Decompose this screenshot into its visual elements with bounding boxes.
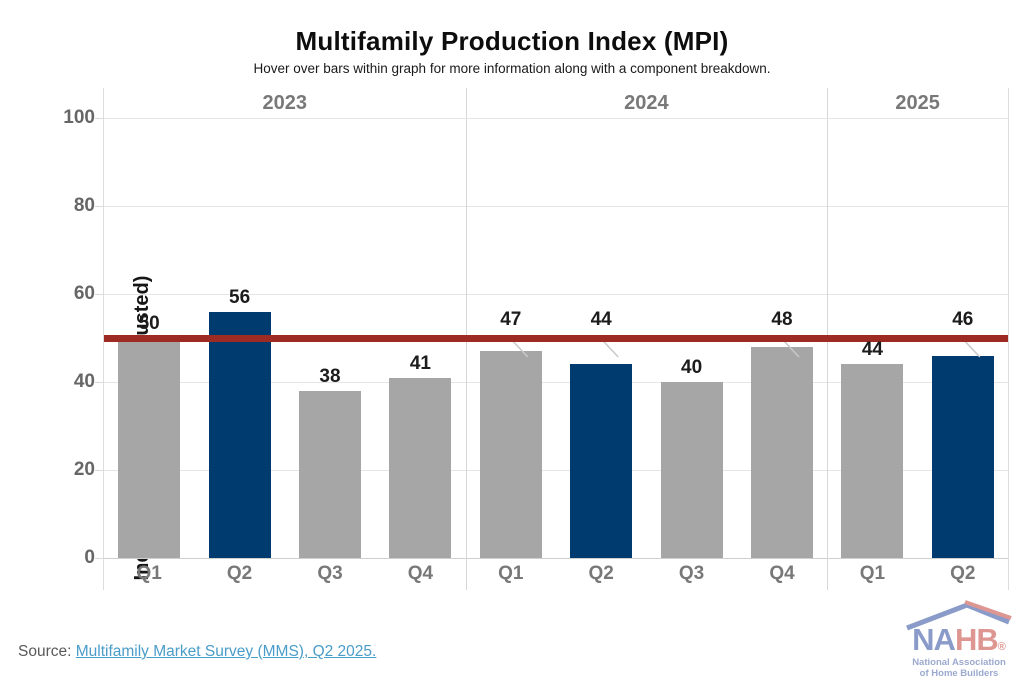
bar-value-label-2024-Q1: 47 <box>500 309 522 330</box>
y-tickmark-20 <box>95 470 103 471</box>
source-line: Source: Multifamily Market Survey (MMS),… <box>18 643 376 661</box>
y-tickmark-0 <box>95 558 103 559</box>
bar-value-label-2024-Q3: 40 <box>681 357 703 378</box>
year-header-2025: 2025 <box>895 92 940 114</box>
bar-2025-Q1[interactable] <box>841 364 904 558</box>
y-tickmark-80 <box>95 206 103 207</box>
bar-2023-Q2[interactable] <box>208 311 271 558</box>
bar-value-label-2025-Q1: 44 <box>861 339 883 361</box>
x-tick-label-2023-Q4: Q4 <box>407 563 434 584</box>
x-tick-label-2024-Q2: Q2 <box>588 563 614 584</box>
bar-value-label-2024-Q4: 48 <box>771 309 793 330</box>
bar-2024-Q4[interactable] <box>751 346 813 558</box>
gridline-80 <box>104 206 1008 207</box>
gridline-40 <box>104 382 1008 383</box>
year-header-2023: 2023 <box>262 92 308 114</box>
plot-area: Index (Not Seasonally Adjusted) 02040608… <box>63 88 1009 590</box>
bar-value-label-2023-Q3: 38 <box>319 365 341 387</box>
bar-value-label-2025-Q2: 46 <box>952 309 974 330</box>
nahb-tagline-line2: of Home Builders <box>919 667 999 679</box>
bar-value-label-2024-Q2: 44 <box>590 309 612 330</box>
y-tickmark-40 <box>95 382 103 383</box>
reference-line-50 <box>104 335 1008 342</box>
x-tick-label-2024-Q1: Q1 <box>498 563 524 584</box>
source-link[interactable]: Multifamily Market Survey (MMS), Q2 2025… <box>75 643 377 660</box>
x-tick-label-2024-Q3: Q3 <box>678 563 705 584</box>
x-tick-label-2023-Q3: Q3 <box>317 563 343 584</box>
y-tick-label-40: 40 <box>73 371 95 392</box>
bar-value-label-2023-Q2: 56 <box>229 286 251 308</box>
y-tick-label-80: 80 <box>73 195 95 216</box>
nahb-wordmark-hb: HB <box>954 622 999 657</box>
bar-2025-Q2[interactable] <box>931 355 994 558</box>
nahb-roof-icon <box>906 600 1012 631</box>
x-tick-label-2023-Q2: Q2 <box>226 563 253 584</box>
year-header-2024: 2024 <box>624 92 669 114</box>
y-tick-label-20: 20 <box>73 459 95 480</box>
x-tick-label-2025-Q2: Q2 <box>950 563 976 584</box>
bar-2024-Q2[interactable] <box>570 364 633 558</box>
y-tick-label-60: 60 <box>73 283 95 304</box>
nahb-tagline: National Association of Home Builders <box>903 657 1015 679</box>
bar-2024-Q1[interactable] <box>479 351 542 558</box>
x-tick-label-2025-Q1: Q1 <box>859 563 886 584</box>
nahb-wordmark-na: NA <box>912 622 956 657</box>
bar-2023-Q3[interactable] <box>299 390 361 558</box>
bar-2024-Q3[interactable] <box>660 382 723 558</box>
bar-value-label-2023-Q4: 41 <box>409 352 431 374</box>
y-tickmark-100 <box>95 118 103 119</box>
y-tick-label-0: 0 <box>84 547 95 568</box>
bar-2023-Q1[interactable] <box>118 338 181 558</box>
nahb-wordmark: NAHB® <box>903 622 1015 658</box>
y-tick-label-100: 100 <box>63 107 95 128</box>
chart-title: Multifamily Production Index (MPI) <box>295 26 729 56</box>
gridline-20 <box>104 470 1008 471</box>
nahb-logo: NAHB® National Association of Home Build… <box>903 598 1015 678</box>
y-tickmark-60 <box>95 294 103 295</box>
chart-subtitle: Hover over bars within graph for more in… <box>253 61 771 76</box>
bar-2023-Q4[interactable] <box>389 377 452 558</box>
x-tick-label-2023-Q1: Q1 <box>136 563 162 584</box>
source-label: Source: <box>18 643 72 660</box>
x-axis-line <box>104 558 1008 559</box>
registered-mark: ® <box>997 641 1006 653</box>
bar-value-label-2023-Q1: 50 <box>138 313 160 334</box>
x-tick-label-2024-Q4: Q4 <box>769 563 795 584</box>
nahb-tagline-line1: National Association <box>912 657 1006 668</box>
header-band-border <box>104 118 1008 119</box>
gridline-60 <box>104 294 1008 295</box>
